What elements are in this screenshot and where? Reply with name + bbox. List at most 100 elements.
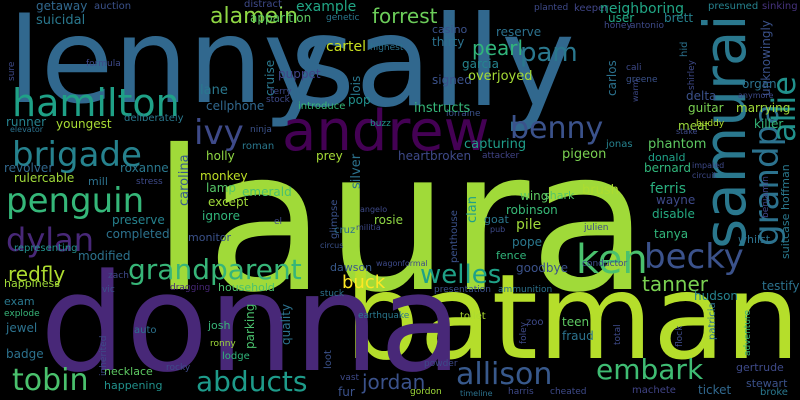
word-pope: pope [512, 235, 542, 249]
word-loot: loot [323, 350, 334, 369]
word-genetic: genetic [326, 13, 360, 23]
word-cellphone: cellphone [206, 99, 265, 113]
word-broke: broke [760, 387, 788, 398]
word-organ: organ [742, 77, 777, 91]
word-distract: distract [244, 0, 282, 10]
word-total: total [613, 324, 623, 345]
word-robinson: robinson [506, 203, 558, 217]
word-carlos: carlos [605, 60, 619, 96]
word-circus: circus [320, 241, 344, 250]
word-whilst: whilst [738, 233, 771, 246]
word-zoo: zoo [526, 317, 544, 328]
word-dragging: dragging [170, 283, 211, 293]
word-happening: happening [104, 379, 163, 392]
word-hid: hid [679, 41, 690, 57]
word-fence: fence [496, 249, 527, 262]
word-machete: machete [632, 385, 676, 396]
word-ninja: ninja [250, 125, 272, 135]
word-signed: signed [432, 73, 472, 87]
word-quality: quality [279, 303, 293, 345]
word-cheated: cheated [550, 387, 587, 397]
word-tanya: tanya [654, 227, 689, 241]
word-example: example [296, 0, 357, 15]
word-auction: auction [94, 1, 132, 12]
word-thirty: thirty [432, 35, 465, 49]
word-batman: batman [344, 248, 800, 386]
word-youngest: youngest [56, 117, 112, 131]
word-wing: wing [520, 189, 549, 203]
word-rocky: rocky [166, 363, 191, 373]
word-pam: pam [520, 38, 578, 68]
word-mill: mill [88, 175, 108, 188]
word-dylan: dylan [6, 221, 95, 259]
word-ammunition: ammunition [498, 285, 553, 295]
word-reserve: reserve [496, 25, 542, 39]
word-monkey: monkey [200, 169, 248, 183]
word-apparition: apparition [250, 11, 312, 25]
word-stewart: stewart [746, 377, 788, 390]
word-holly: holly [206, 149, 235, 163]
word-stock: stock [266, 95, 290, 105]
word-pub: pub [490, 225, 506, 234]
word-wayne: wayne [656, 193, 696, 207]
word-rulercable: rulercable [14, 171, 75, 185]
word-inherited: inherited [99, 335, 109, 376]
word-modified: modified [78, 249, 131, 263]
word-goodbye: goodbye [516, 261, 569, 275]
word-prey: prey [316, 149, 343, 163]
word-suitcase: suitcase [779, 213, 792, 259]
word-roxanne: roxanne [120, 161, 169, 175]
word-stuck: stuck [320, 289, 345, 299]
word-parking: parking [243, 303, 257, 349]
word-pop: pop [348, 93, 371, 107]
word-happiness: happiness [4, 277, 60, 290]
word-alamein: alamein [210, 4, 299, 29]
word-garcia: garcia [462, 57, 499, 71]
word-impaled: impaled [692, 161, 725, 170]
word-lane: lane [200, 83, 228, 98]
word-rosie: rosie [374, 213, 403, 227]
word-welles: welles [420, 260, 502, 290]
word-brigade: brigade [12, 135, 142, 175]
word-penguin: penguin [6, 181, 145, 221]
word-except: except [208, 195, 249, 209]
word-brett: brett [664, 11, 694, 25]
word-teen: teen [562, 315, 590, 329]
word-benny: benny [510, 111, 604, 146]
word-stress: stress [136, 177, 163, 187]
word-greene: greene [626, 75, 658, 85]
word-buddy: buddy [696, 119, 725, 129]
word-laura: laura [152, 108, 649, 335]
word-abducts: abducts [196, 365, 308, 398]
word-harris: harris [508, 387, 534, 397]
word-formula: formula [86, 59, 121, 69]
word-ferris: ferris [650, 181, 686, 197]
word-jonas: jonas [606, 139, 633, 150]
word-preserve: preserve [112, 213, 165, 227]
word-lois: lois [349, 75, 363, 96]
word-heartbroken: heartbroken [398, 149, 472, 163]
word-explode: explode [4, 309, 40, 319]
word-toilet: toilet [460, 311, 486, 322]
word-elevator: elevator [10, 125, 44, 134]
word-el: el [274, 217, 283, 227]
word-household: household [218, 281, 275, 294]
word-tanner: tanner [642, 272, 708, 296]
word-buzz: buzz [370, 119, 391, 129]
word-sure: sure [7, 61, 17, 81]
word-hamilton: hamilton [12, 81, 180, 125]
word-donna: donna [40, 245, 463, 400]
word-planted: planted [534, 3, 569, 13]
word-badge: badge [6, 347, 44, 361]
word-donald: donald [648, 151, 686, 164]
word-highest: highest [370, 43, 404, 53]
word-formal: formal [402, 259, 428, 268]
word-powder: powder [424, 359, 458, 369]
word-carolina: carolina [177, 154, 192, 206]
word-jordan: jordan [362, 370, 426, 394]
word-overjoyed: overjoyed [468, 69, 533, 84]
word-angelo: angelo [360, 205, 388, 214]
word-lamp: lamp [206, 181, 236, 195]
word-zach: zach [108, 271, 129, 281]
